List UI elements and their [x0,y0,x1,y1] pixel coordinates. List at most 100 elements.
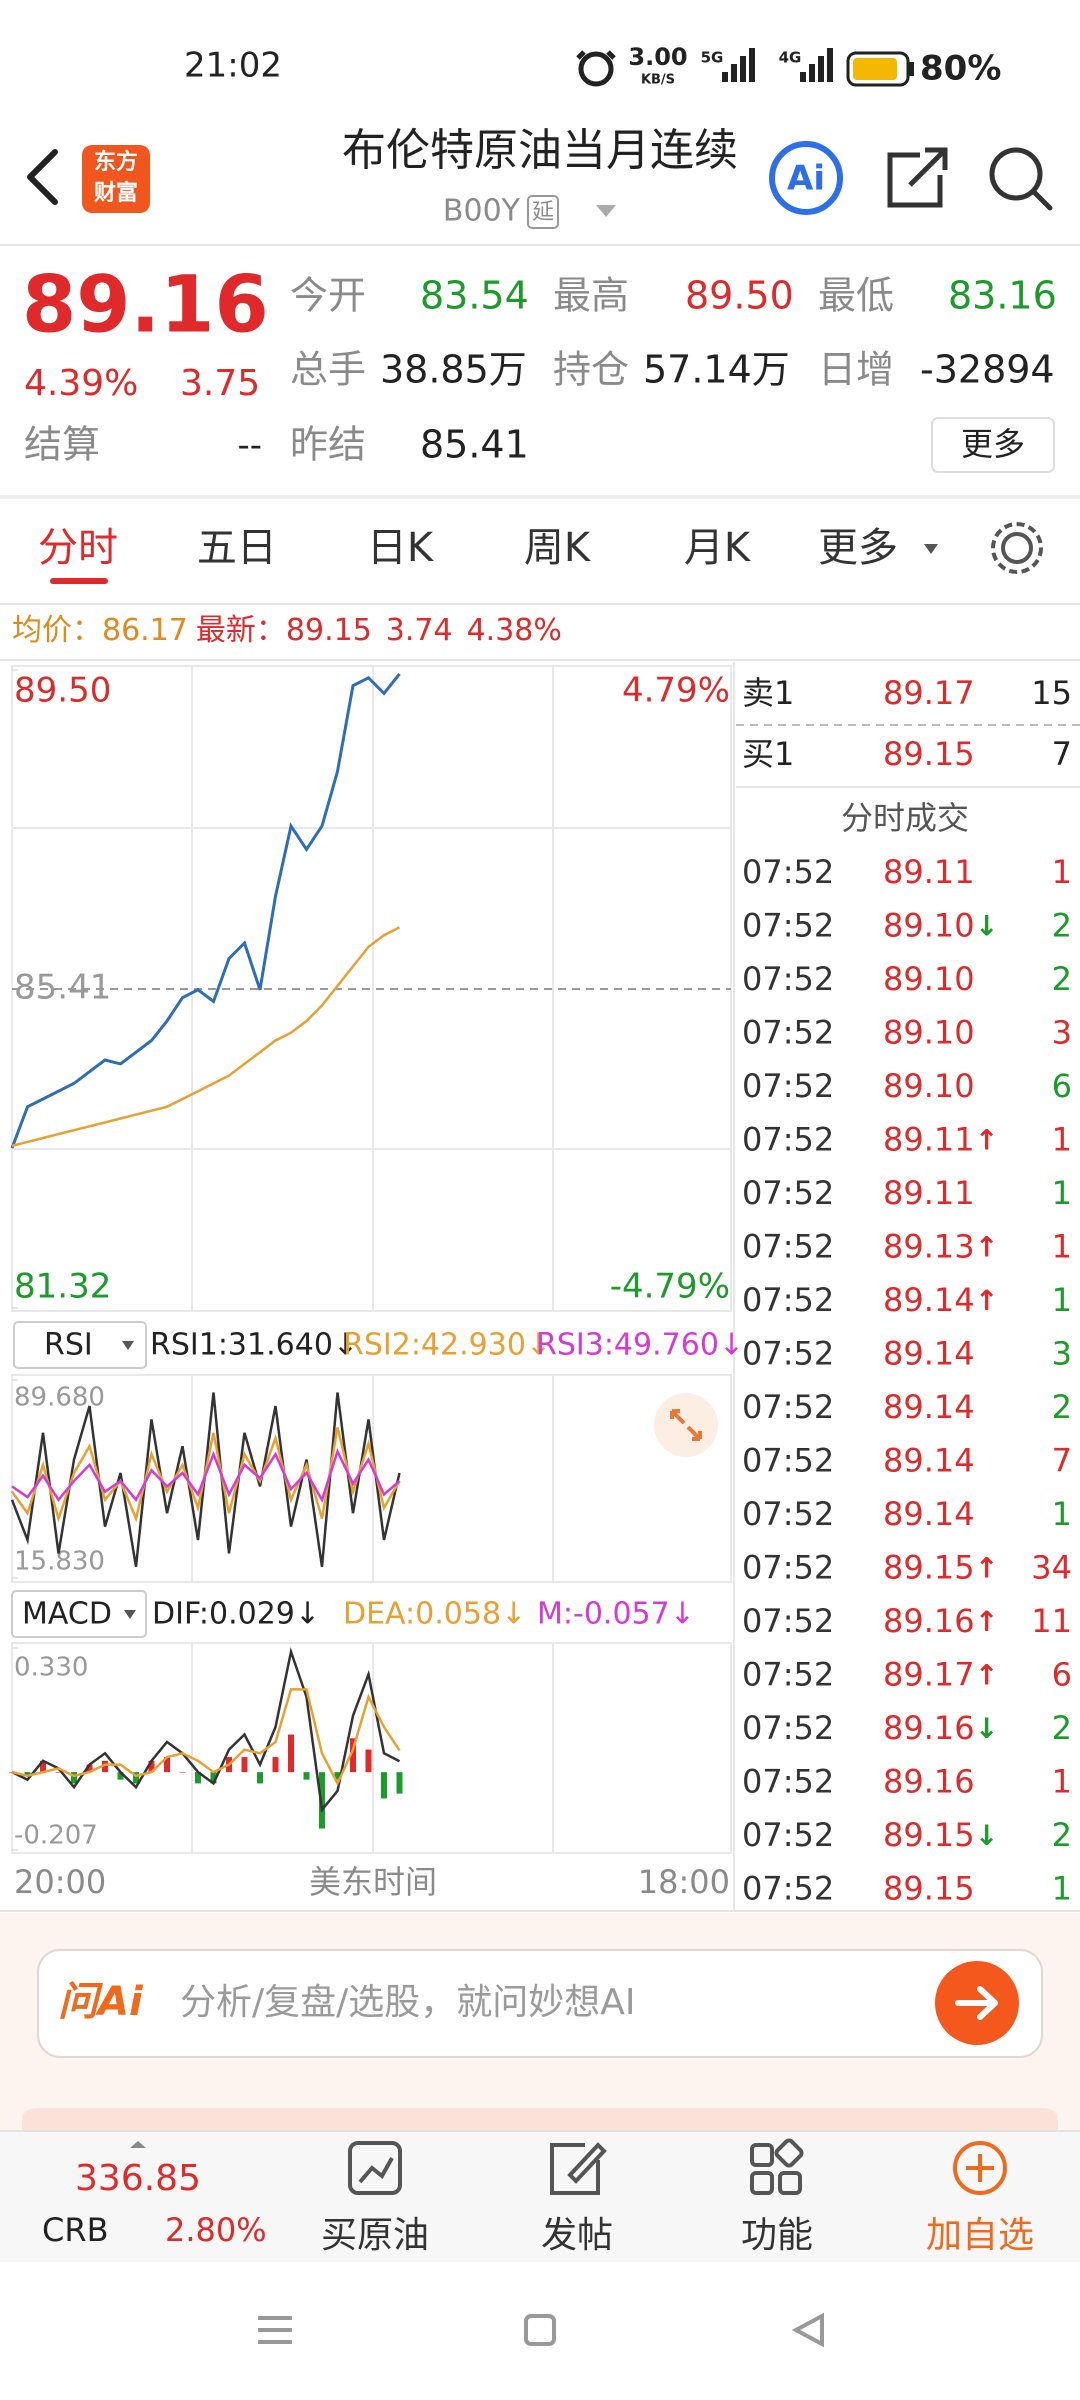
tab-bar: 分时 五日 日K 周K 月K 更多 [38,525,898,571]
field-label: 持仓 [553,348,629,392]
field-label: 日增 [818,348,894,392]
expand-button[interactable] [654,1393,718,1457]
y-tick-label: -0.207 [14,1821,98,1851]
index-value[interactable]: 336.85 [75,2158,201,2199]
tab[interactable]: 分时 [38,525,118,571]
tab[interactable]: 五日 [197,525,277,571]
trade-volume: 1 [1052,853,1072,891]
trade-volume: 1 [1052,1870,1072,1908]
tab-indicator [50,578,108,584]
menu-key[interactable] [258,2316,292,2344]
field-label: 今开 [290,274,366,318]
selector-label[interactable]: MACD [22,1597,112,1632]
settings-button[interactable] [991,522,1043,574]
y-tick-label: 81.32 [14,1267,111,1307]
signal-label: 4G [779,49,802,67]
buy-icon[interactable] [348,2141,402,2195]
dropdown-caret[interactable] [924,544,938,554]
latest-value: 89.15 [286,613,372,648]
post-icon[interactable] [550,2142,607,2195]
index-name[interactable]: CRB [42,2211,109,2249]
more-label[interactable]: 更多 [961,425,1025,463]
ai-label: Ai [787,159,825,199]
more-button[interactable] [931,417,1055,473]
nav-label[interactable]: 发帖 [541,2215,613,2256]
status-time: 21:02 [184,46,282,86]
tab[interactable]: 月K [684,525,752,571]
ai-button[interactable]: Ai [769,141,843,215]
back-key[interactable] [791,2312,824,2348]
quote-fields: 今开 83.54 最高 89.50 最低 83.16 总手 38.85万 持仓 57.14万 日增 -… [290,274,1057,392]
pct-label: 4.79% [622,671,730,711]
tab[interactable]: 周K [524,525,592,571]
indicator-value: RSI2:42.930↓ [343,1328,551,1363]
buy1-price: 89.15 [883,735,975,773]
trade-price: 89.17 [883,1656,975,1694]
trade-price: 89.10 [883,1014,975,1052]
indicator-value: DIF:0.029↓ [152,1597,320,1632]
trade-price: 89.11 [883,853,975,891]
change: 3.75 [180,363,260,404]
page-title: 布伦特原油当月连续 [342,125,738,176]
dropdown-caret[interactable] [596,205,616,217]
trade-price: 89.14 [883,1281,975,1319]
alarm-icon [576,50,616,87]
indicator-values: DIF:0.029↓ DEA:0.058↓ M:-0.057↓ [152,1597,695,1632]
macd-bar [381,1772,387,1799]
trade-time: 07:52 [742,1442,834,1480]
search-button[interactable] [989,147,1053,211]
info-row: 均价：86.17 最新：89.15 3.74 4.38% [12,613,562,648]
ai-placeholder[interactable]: 分析/复盘/选股，就问妙想AI [180,1982,636,2023]
nav-label[interactable]: 买原油 [321,2215,429,2256]
macd-bar [86,1764,93,1773]
tab[interactable]: 日K [367,525,435,571]
trade-price: 89.11 [883,1121,975,1159]
back-button[interactable] [27,149,58,205]
trade-volume: 1 [1052,1174,1072,1212]
macd-bar [40,1760,46,1773]
trade-price: 89.14 [883,1335,975,1373]
field-label: 昨结 [290,423,366,467]
selector-label[interactable]: RSI [44,1328,93,1363]
dropdown-caret[interactable] [124,1610,136,1619]
trade-time: 07:52 [742,1816,834,1854]
buy1-label: 买1 [742,735,794,773]
field-label: 最低 [818,274,894,318]
function-icon[interactable] [750,2138,804,2195]
field-label: 总手 [290,348,366,392]
share-button[interactable] [887,147,948,208]
indicator-selector[interactable] [11,1590,147,1638]
add-icon[interactable] [953,2141,1007,2195]
macd-bar [272,1757,279,1773]
indicator-selector[interactable] [13,1321,147,1369]
trade-time: 07:52 [742,1763,834,1801]
field-value: -32894 [920,348,1055,392]
trade-volume: 2 [1052,1709,1072,1747]
trade-price: 89.15 [883,1870,975,1908]
home-key[interactable] [524,2314,556,2346]
nav-label[interactable]: 加自选 [926,2215,1034,2256]
last-price: 89.16 [22,260,269,350]
battery-icon [846,51,914,87]
nav-label[interactable]: 功能 [741,2215,813,2256]
tab[interactable]: 更多 [818,525,898,571]
y-tick-label: 89.50 [14,671,111,711]
trades-title: 分时成交 [841,799,969,837]
tag-box [527,195,559,229]
trade-volume: 7 [1052,1442,1072,1480]
macd-bar [288,1734,294,1773]
trade-price: 89.10 [883,960,975,998]
trade-time: 07:52 [742,1549,834,1587]
trade-volume: 3 [1052,1335,1072,1373]
series-line [10,672,401,1149]
dropdown-caret[interactable] [122,1341,134,1350]
macd-bar [210,1772,217,1784]
indicator-value: DEA:0.058↓ [343,1597,526,1632]
ai-input[interactable] [37,1949,1043,2058]
index-change[interactable]: 2.80% [165,2211,267,2249]
macd-bar [350,1738,356,1773]
charts: 85.4189.5081.324.79%-4.79%89.68015.8300.… [9,669,731,1851]
macd-bar [117,1772,124,1780]
series-line [11,1448,401,1503]
ai-send-button[interactable] [935,1961,1019,2045]
